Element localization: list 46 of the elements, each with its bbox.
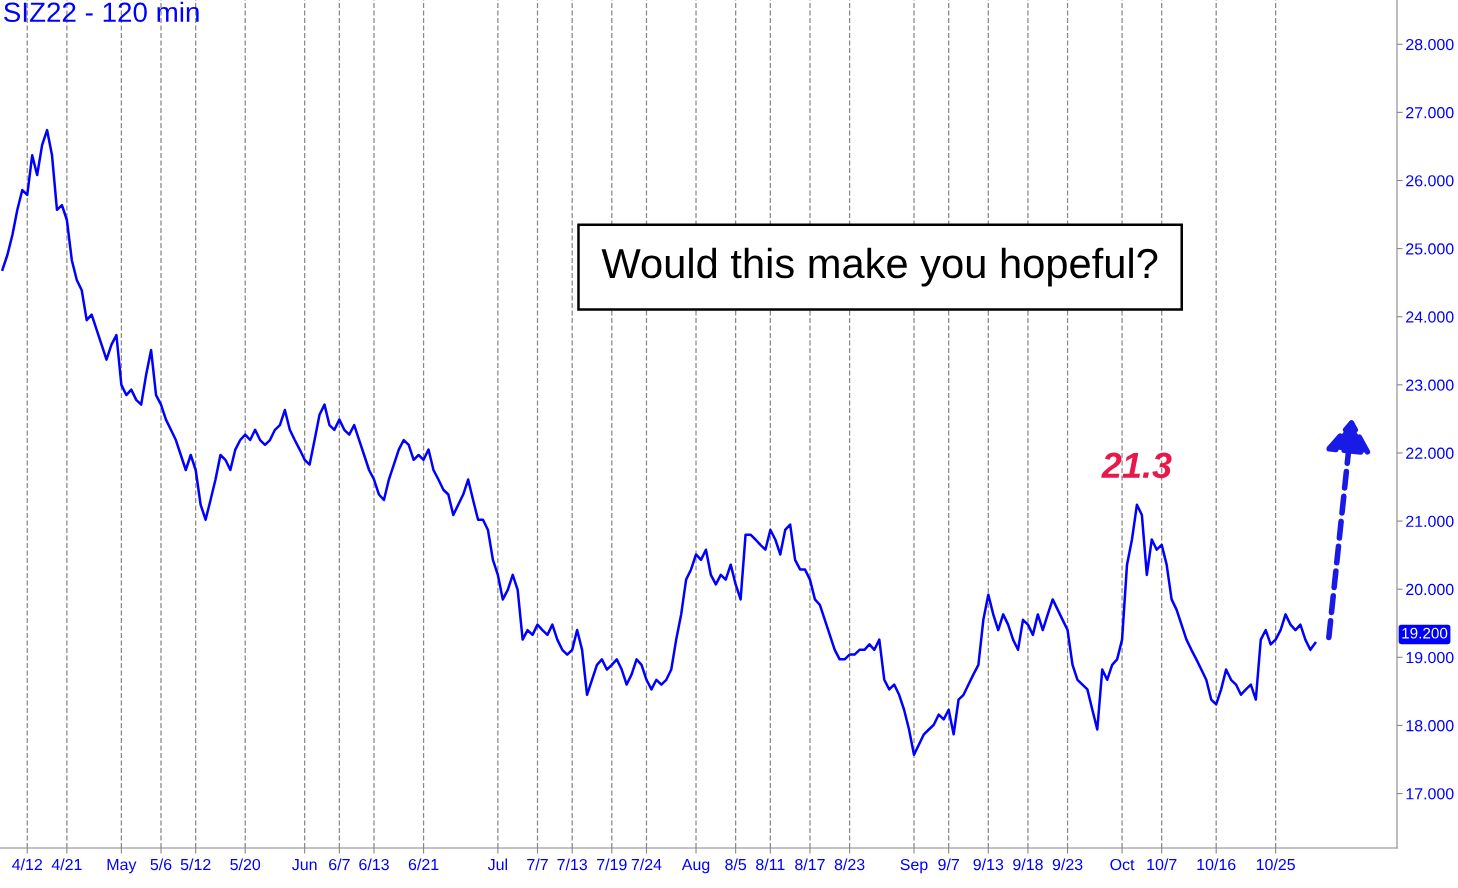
x-tick-label: Jul — [487, 858, 508, 871]
x-tick-label: 10/16 — [1197, 858, 1236, 871]
x-tick-label: 9/18 — [1013, 858, 1043, 871]
x-tick-label: 6/13 — [359, 858, 389, 871]
x-tick-label: 5/20 — [230, 858, 261, 871]
x-tick-label: 7/19 — [597, 858, 627, 871]
y-tick-label: 20.000 — [1406, 583, 1454, 596]
x-tick-label: 4/12 — [12, 858, 42, 871]
x-tick-label: 5/6 — [150, 858, 172, 871]
x-tick-label: 9/13 — [973, 858, 1004, 871]
x-tick-label: 8/17 — [795, 858, 825, 871]
x-tick-label: 10/25 — [1256, 858, 1295, 871]
y-tick-label: 19.000 — [1406, 651, 1454, 664]
x-tick-label: 4/21 — [51, 858, 82, 871]
x-tick-label: 6/21 — [408, 858, 439, 871]
x-tick-label: Oct — [1110, 858, 1135, 871]
line-series — [1, 128, 1317, 756]
x-tick-label: 7/7 — [527, 858, 548, 871]
x-tick-label: 9/23 — [1052, 858, 1083, 871]
x-tick-label: Aug — [681, 859, 710, 874]
x-tick-label: Jun — [292, 859, 317, 871]
x-tick-label: Sep — [900, 858, 928, 874]
y-tick-label: 21.000 — [1406, 515, 1454, 528]
x-tick-label: 7/24 — [631, 858, 662, 871]
x-tick-label: 8/5 — [725, 858, 747, 871]
text: 19.200 — [1402, 627, 1448, 639]
chart-title: SIZ22 - 120 min — [4, 1, 199, 23]
y-tick-label: 26.000 — [1406, 175, 1454, 187]
x-tick-label: 6/7 — [329, 858, 350, 871]
y-tick-label: 23.000 — [1406, 379, 1454, 391]
x-tick-label: 5/12 — [180, 858, 211, 871]
x-tick-label: 9/7 — [938, 858, 959, 871]
x-tick-label: 7/13 — [557, 858, 588, 871]
x-tick-label: 8/23 — [834, 858, 865, 871]
x-tick-label: May — [107, 859, 137, 874]
y-tick-label: 22.000 — [1406, 447, 1454, 459]
y-tick-label: 27.000 — [1406, 107, 1454, 119]
x-tick-label: 10/7 — [1147, 858, 1177, 871]
y-tick-label: 28.000 — [1406, 38, 1454, 51]
y-tick-label: 25.000 — [1406, 243, 1454, 255]
y-tick-label: 24.000 — [1406, 311, 1454, 323]
annotation: Would this make you hopeful? — [601, 247, 1158, 287]
annotation: 21.3 — [1101, 452, 1172, 479]
y-tick-label: 18.000 — [1406, 720, 1454, 732]
y-tick-label: 17.000 — [1406, 788, 1454, 800]
x-tick-label: 8/11 — [756, 858, 785, 871]
